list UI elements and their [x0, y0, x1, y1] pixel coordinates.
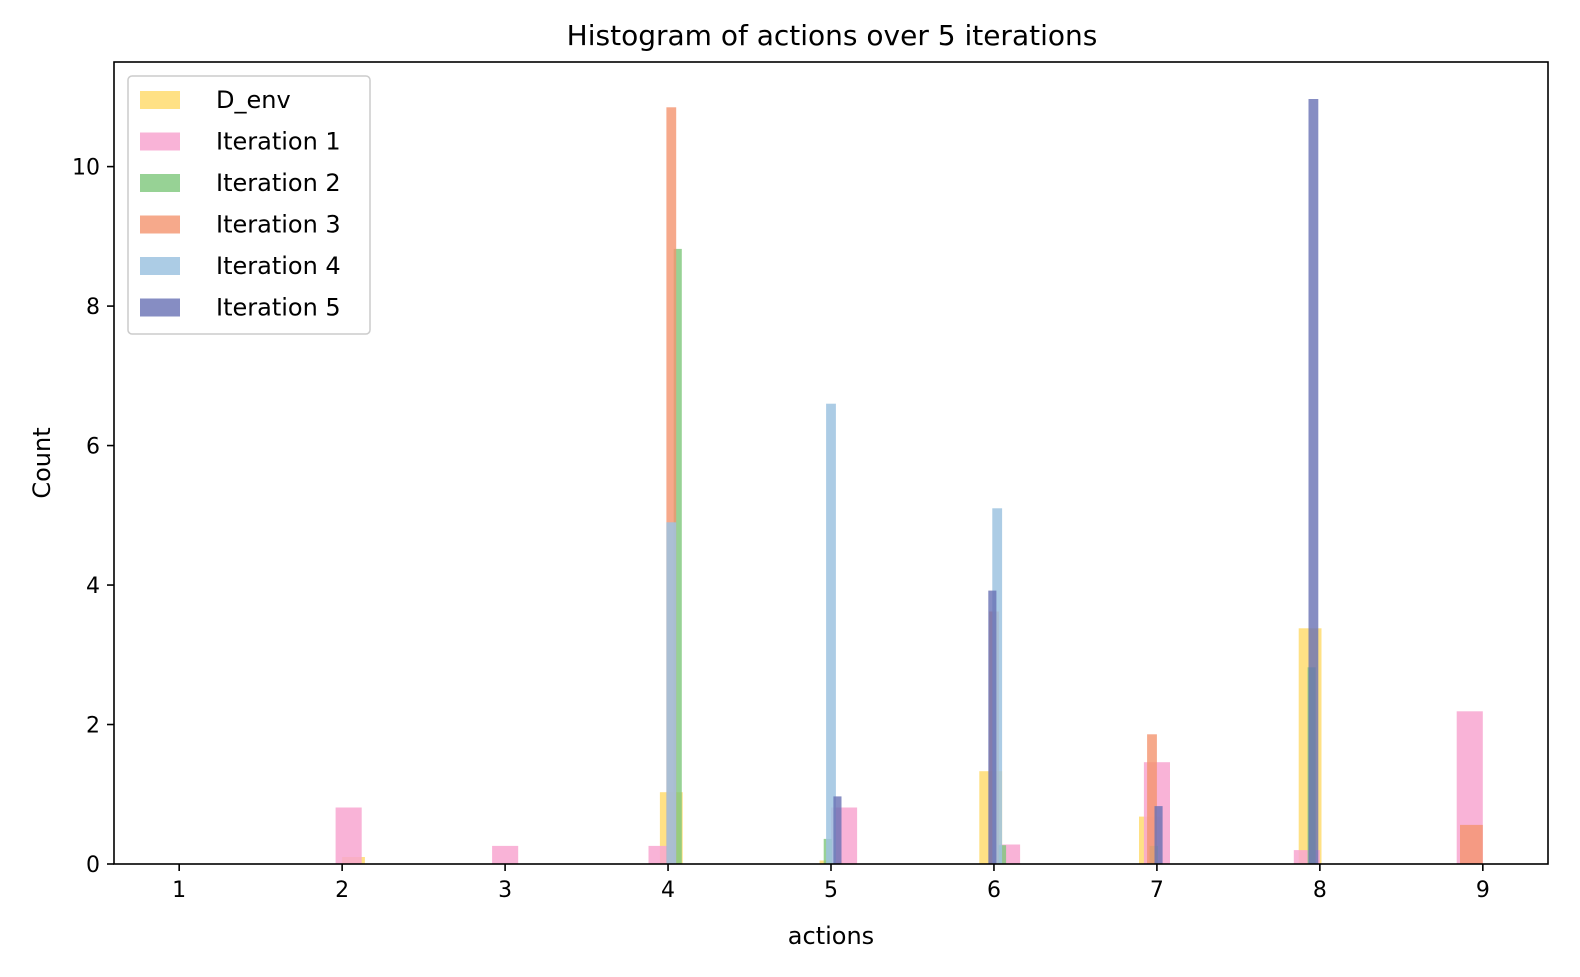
y-tick-label: 4: [86, 574, 100, 599]
y-tick-label: 2: [86, 714, 100, 739]
x-tick-label: 4: [661, 878, 675, 903]
legend-swatch: [140, 215, 180, 234]
y-tick-label: 10: [72, 156, 100, 181]
legend-label: D_env: [216, 86, 291, 114]
bar: [492, 845, 519, 864]
bar: [1154, 806, 1163, 864]
bar: [666, 522, 677, 864]
bar: [826, 403, 836, 864]
legend-swatch: [140, 132, 180, 151]
bar: [1460, 824, 1483, 864]
x-tick-label: 7: [1150, 878, 1164, 903]
y-tick-label: 0: [86, 853, 100, 878]
x-tick-label: 9: [1476, 878, 1490, 903]
x-axis: 1 2 3 4 5 6 7 8 9: [172, 864, 1490, 903]
legend-label: Iteration 5: [216, 294, 341, 322]
y-tick-label: 8: [86, 295, 100, 320]
series-iteration-5: [833, 99, 1319, 864]
bar: [988, 590, 997, 864]
series-iteration-3: [666, 107, 1483, 865]
x-tick-label: 8: [1313, 878, 1327, 903]
bar: [1308, 99, 1319, 864]
bar: [666, 107, 677, 865]
legend-label: Iteration 3: [216, 211, 341, 239]
x-tick-label: 5: [824, 878, 838, 903]
x-tick-label: 1: [172, 878, 186, 903]
bar: [673, 248, 682, 864]
chart-title: Histogram of actions over 5 iterations: [567, 19, 1098, 52]
legend-swatch: [140, 298, 180, 317]
legend-label: Iteration 4: [216, 252, 341, 280]
legend-box: [127, 75, 371, 335]
x-tick-label: 6: [987, 878, 1001, 903]
bar: [992, 508, 1003, 864]
legend-label: Iteration 1: [216, 128, 341, 156]
x-axis-title: actions: [788, 922, 874, 950]
y-tick-label: 6: [86, 435, 100, 460]
bar: [833, 796, 842, 864]
legend-swatch: [140, 91, 180, 109]
bar: [335, 807, 362, 864]
bar: [1147, 734, 1157, 864]
x-tick-label: 2: [335, 878, 349, 903]
legend: D_env Iteration 1 Iteration 2 Iteration 3 It…: [127, 75, 371, 335]
y-axis: 0 2 4 6 8 10: [72, 156, 114, 878]
legend-swatch: [140, 257, 180, 275]
legend-label: Iteration 2: [216, 169, 341, 197]
legend-swatch: [140, 174, 180, 192]
series-iteration-4: [666, 403, 1003, 864]
x-tick-label: 3: [498, 878, 512, 903]
y-axis-title: Count: [28, 427, 56, 498]
bars-layer: [335, 99, 1483, 865]
